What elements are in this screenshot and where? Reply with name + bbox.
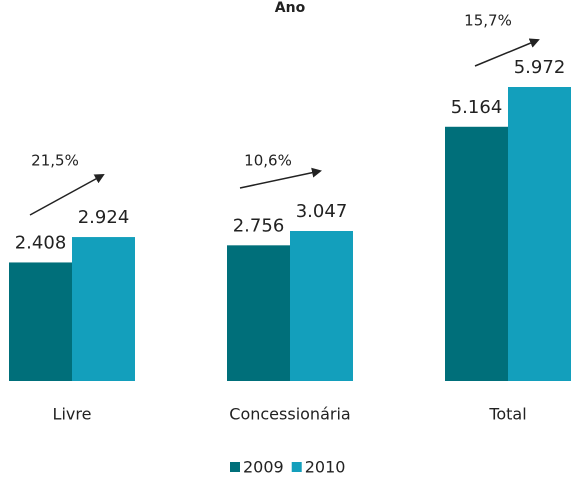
x-tick-label: Livre <box>53 405 92 424</box>
value-label: 5.164 <box>451 97 503 118</box>
x-tick-label: Concessionária <box>229 405 350 424</box>
annotation: 15,7% <box>464 12 512 30</box>
legend-label: 2010 <box>305 458 346 477</box>
value-label: 2.408 <box>15 232 67 253</box>
bar <box>227 245 290 381</box>
annotation: 10,6% <box>244 152 292 170</box>
annotation: 21,5% <box>31 152 79 170</box>
value-label: 2.924 <box>78 207 130 228</box>
bar <box>290 230 353 381</box>
legend-label: 2009 <box>243 458 284 477</box>
growth-arrow <box>474 38 540 67</box>
growth-arrow <box>29 174 105 216</box>
value-label: 2.756 <box>233 215 285 236</box>
legend-swatch <box>291 462 302 472</box>
growth-arrow <box>239 167 322 189</box>
bar <box>9 262 72 381</box>
value-label: 5.972 <box>514 57 566 78</box>
bar <box>72 237 135 381</box>
x-tick-label: Total <box>488 405 526 424</box>
legend-swatch <box>230 462 240 472</box>
bar <box>508 87 571 381</box>
bar <box>445 126 508 382</box>
chart-title: Ano <box>275 0 306 16</box>
value-label: 3.047 <box>296 201 348 222</box>
